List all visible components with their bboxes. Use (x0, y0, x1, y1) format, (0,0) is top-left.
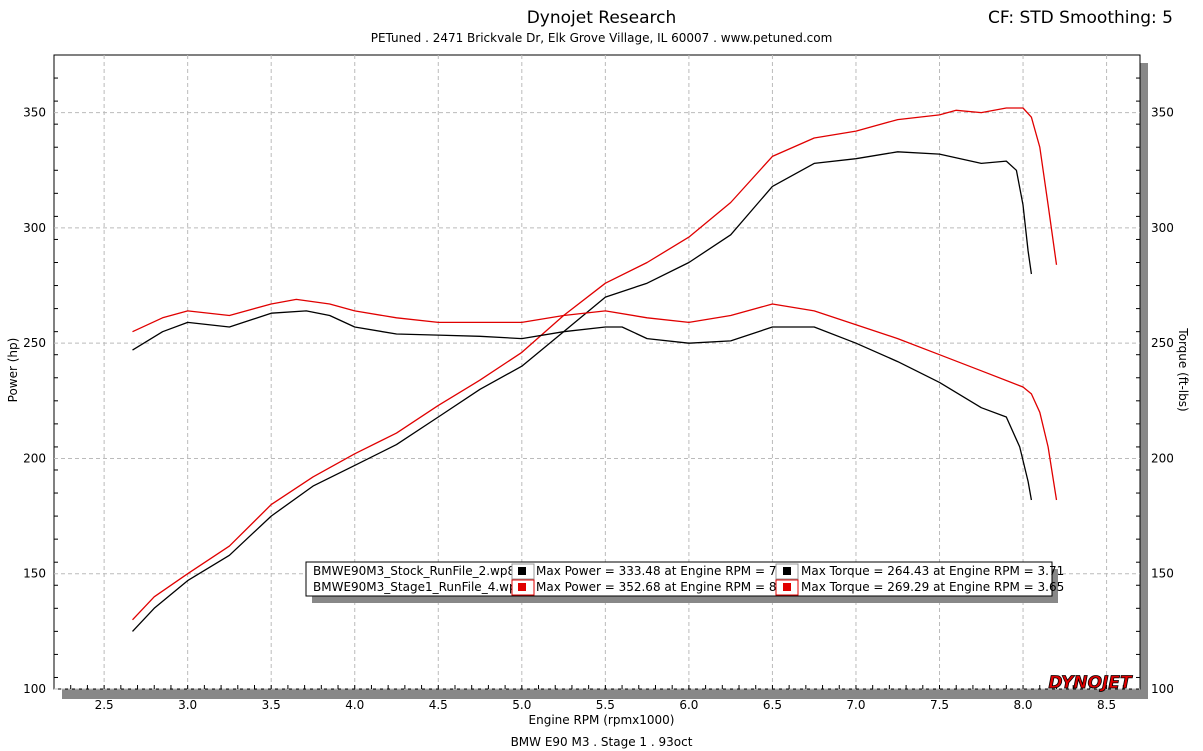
y-tick-label-left: 350 (23, 106, 46, 120)
legend-run-name: BMWE90M3_Stage1_RunFile_4.wp8 (313, 580, 524, 594)
plot-shadow-bottom (62, 689, 1148, 699)
x-tick-label: 6.5 (763, 698, 782, 712)
chart-title: Dynojet Research (526, 8, 677, 28)
y-tick-label-left: 100 (23, 682, 46, 696)
legend-run-name: BMWE90M3_Stock_RunFile_2.wp8 (313, 564, 515, 578)
legend-max-power: Max Power = 333.48 at Engine RPM = 7.32 (536, 564, 796, 578)
series-line-power-stock (132, 151, 1033, 632)
legend-max-torque: Max Torque = 269.29 at Engine RPM = 3.65 (801, 580, 1064, 594)
x-tick-label: 8.5 (1097, 698, 1116, 712)
x-tick-label: 2.5 (95, 698, 114, 712)
y-tick-label-right: 150 (1151, 567, 1174, 581)
y-tick-label-left: 200 (23, 451, 46, 465)
y-tick-label-left: 250 (23, 336, 46, 350)
run-title: BMW E90 M3 . Stage 1 . 93oct (510, 735, 693, 749)
axis-ticks: 2.5 3.0 3.5 4.0 4.5 5.0 5.5 6.0 6.5 7.0 7.5 8.0 8.5 1… (23, 54, 1174, 712)
legend-max-torque: Max Torque = 264.43 at Engine RPM = 3.71 (801, 564, 1064, 578)
legend-swatch-torque-fill (783, 583, 791, 591)
legend-swatch-power-fill (518, 583, 526, 591)
x-tick-label: 3.5 (262, 698, 281, 712)
chart-subtitle: PETuned . 2471 Brickvale Dr, Elk Grove V… (370, 31, 833, 45)
x-tick-label: 5.5 (596, 698, 615, 712)
x-tick-label: 6.0 (679, 698, 698, 712)
y-tick-label-right: 100 (1151, 682, 1174, 696)
series-line-torque-stage1 (132, 298, 1058, 501)
x-tick-label: 5.0 (512, 698, 531, 712)
y-tick-label-right: 250 (1151, 336, 1174, 350)
legend-row-stage1: BMWE90M3_Stage1_RunFile_4.wp8 Max Power … (313, 579, 1064, 596)
x-tick-label: 8.0 (1013, 698, 1032, 712)
legend-max-power: Max Power = 352.68 at Engine RPM = 8.00 (536, 580, 796, 594)
y-tick-label-left: 150 (23, 567, 46, 581)
x-tick-label: 4.5 (429, 698, 448, 712)
y-tick-label-left: 300 (23, 221, 46, 235)
y-tick-label-right: 200 (1151, 451, 1174, 465)
dynojet-logo: DYNOJET (1048, 673, 1134, 694)
series-line-power-stage1 (132, 107, 1058, 621)
correction-factor-label: CF: STD Smoothing: 5 (988, 8, 1173, 28)
legend: BMWE90M3_Stock_RunFile_2.wp8 Max Power =… (305, 561, 1064, 603)
series-line-torque-stock (132, 310, 1033, 501)
y-tick-label-right: 350 (1151, 106, 1174, 120)
legend-swatch-power-fill (518, 567, 526, 575)
x-tick-label: 7.0 (846, 698, 865, 712)
series-lines (132, 107, 1058, 632)
y-tick-label-right: 300 (1151, 221, 1174, 235)
plot-shadow-right (1140, 63, 1148, 699)
x-tick-label: 4.0 (345, 698, 364, 712)
legend-row-stock: BMWE90M3_Stock_RunFile_2.wp8 Max Power =… (313, 563, 1064, 580)
x-tick-label: 7.5 (930, 698, 949, 712)
logo-text: DYNOJET (1048, 673, 1133, 693)
x-tick-label: 3.0 (178, 698, 197, 712)
legend-box (305, 561, 1053, 597)
x-axis-label: Engine RPM (rpmx1000) (528, 713, 675, 727)
legend-swatch-torque-fill (783, 567, 791, 575)
